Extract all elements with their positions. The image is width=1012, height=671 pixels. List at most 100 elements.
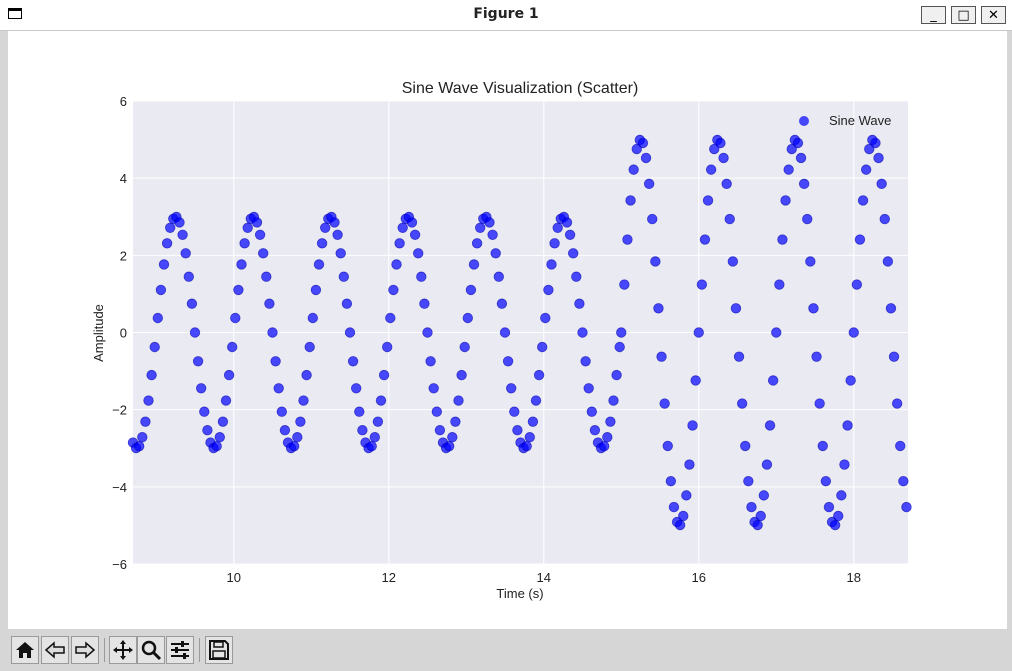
data-point <box>836 490 847 501</box>
data-point <box>431 406 443 417</box>
data-point <box>882 256 894 267</box>
data-point <box>382 341 393 353</box>
data-point <box>462 312 474 324</box>
data-point <box>425 356 436 367</box>
data-point <box>709 143 720 155</box>
data-point <box>140 416 151 427</box>
data-point <box>217 416 229 427</box>
data-point <box>628 164 639 175</box>
maximize-button[interactable]: □ <box>951 6 976 24</box>
data-point <box>394 238 405 249</box>
data-point <box>724 213 735 225</box>
configure-subplots-button[interactable] <box>166 636 194 664</box>
data-point <box>764 420 776 431</box>
home-button[interactable] <box>11 636 39 664</box>
data-point <box>580 356 591 367</box>
data-point <box>530 395 542 406</box>
data-point <box>493 271 505 282</box>
data-point <box>674 519 686 531</box>
data-point <box>378 369 390 381</box>
data-point <box>164 222 176 233</box>
data-point <box>357 425 368 436</box>
x-tick-label: 14 <box>537 570 551 585</box>
data-points <box>127 134 912 531</box>
data-point <box>864 143 875 155</box>
data-point <box>895 440 906 452</box>
data-point <box>428 383 439 394</box>
forward-arrow-icon <box>75 641 96 659</box>
data-point <box>453 395 464 406</box>
data-point <box>267 327 278 338</box>
data-point <box>577 327 588 338</box>
data-point <box>589 425 601 436</box>
data-point <box>608 395 619 406</box>
data-point <box>755 510 766 522</box>
back-button[interactable] <box>41 636 69 664</box>
data-point <box>261 271 272 282</box>
data-point <box>276 406 288 417</box>
data-point <box>665 475 677 487</box>
close-button[interactable]: ✕ <box>981 6 1006 24</box>
data-point <box>137 432 148 443</box>
data-point <box>251 217 263 228</box>
data-point <box>792 137 804 149</box>
data-point <box>391 259 402 270</box>
data-point <box>143 395 154 406</box>
zoom-button[interactable] <box>137 636 165 664</box>
data-point <box>444 440 455 452</box>
data-point <box>304 341 315 353</box>
data-point <box>611 369 622 381</box>
data-point <box>857 195 869 206</box>
window-icon <box>8 8 22 19</box>
data-point <box>571 271 582 282</box>
save-button[interactable] <box>205 636 233 664</box>
data-point <box>214 432 226 443</box>
y-tick-label: −4 <box>112 480 127 495</box>
minimize-button[interactable]: _ <box>921 6 946 24</box>
data-point <box>487 229 498 240</box>
data-point <box>279 425 291 436</box>
data-point <box>450 416 461 427</box>
data-point <box>662 440 673 452</box>
data-point <box>273 383 284 394</box>
data-point <box>761 459 773 470</box>
pan-button[interactable] <box>109 636 137 664</box>
data-point <box>310 284 322 296</box>
data-point <box>186 298 198 309</box>
data-point <box>549 238 560 249</box>
data-point <box>375 395 387 406</box>
data-point <box>521 440 532 452</box>
data-point <box>292 432 303 443</box>
data-point <box>721 178 732 190</box>
data-point <box>180 248 191 259</box>
data-point <box>254 229 266 240</box>
data-point <box>640 152 652 164</box>
window-titlebar: Figure 1 _ □ ✕ <box>0 0 1012 31</box>
data-point <box>699 234 711 245</box>
data-point <box>546 259 557 270</box>
data-point <box>459 341 470 353</box>
forward-button[interactable] <box>71 636 99 664</box>
data-point <box>774 279 785 290</box>
x-tick-label: 16 <box>692 570 706 585</box>
x-tick-label: 12 <box>382 570 396 585</box>
data-point <box>223 369 235 381</box>
data-point <box>605 416 616 427</box>
figure-canvas: 10 12 14 16 18 −6 −4 −2 0 2 4 6 Sine Wave Visualiza… <box>8 31 1007 629</box>
data-point <box>320 222 331 233</box>
data-point <box>625 195 636 206</box>
data-point <box>767 375 779 386</box>
data-point <box>805 256 816 267</box>
data-point <box>366 440 377 452</box>
data-point <box>845 375 856 386</box>
data-point <box>752 519 763 531</box>
data-point <box>727 256 739 267</box>
data-point <box>226 341 238 353</box>
data-point <box>702 195 714 206</box>
data-point <box>372 416 384 427</box>
data-point <box>583 383 594 394</box>
save-floppy-icon <box>209 640 229 660</box>
data-point <box>622 234 633 245</box>
y-axis-label: Amplitude <box>91 304 106 362</box>
data-point <box>681 490 692 501</box>
